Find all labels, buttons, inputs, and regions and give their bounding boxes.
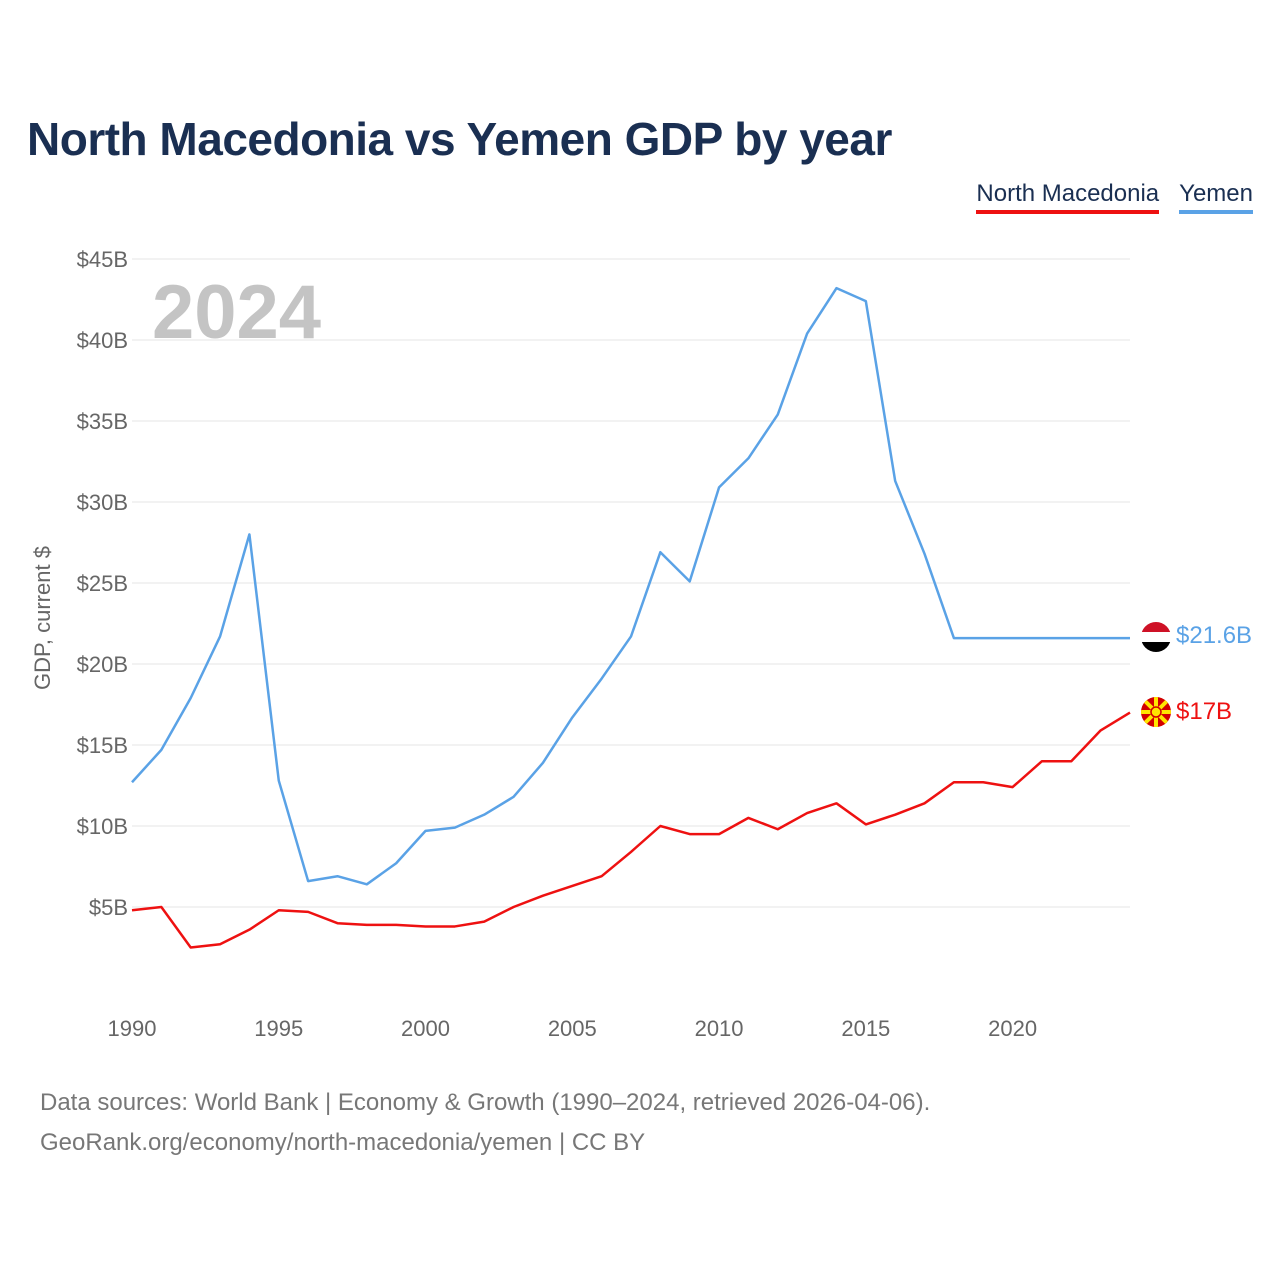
y-tick-label: $35B	[77, 409, 128, 434]
y-tick-label: $45B	[77, 247, 128, 272]
x-tick-label: 1990	[108, 1016, 157, 1041]
series-line-yemen	[131, 286, 1130, 886]
legend: North Macedonia Yemen	[976, 180, 1253, 214]
data-sources-text: Data sources: World Bank | Economy & Gro…	[40, 1089, 931, 1116]
grid-lines	[132, 258, 1130, 908]
y-tick-label: $25B	[77, 571, 128, 596]
x-tick-label: 2015	[841, 1016, 890, 1041]
legend-item-yemen[interactable]: Yemen	[1179, 180, 1253, 214]
y-tick-label: $15B	[77, 733, 128, 758]
x-tick-label: 2005	[548, 1016, 597, 1041]
x-tick-label: 1995	[254, 1016, 303, 1041]
source-link[interactable]: GeoRank.org/economy/north-macedonia/yeme…	[40, 1129, 646, 1156]
legend-item-north-macedonia[interactable]: North Macedonia	[976, 180, 1160, 214]
y-axis-ticks: $5B $10B $15B $20B $25B $30B $35B $40B $45B	[77, 247, 128, 920]
y-axis-label: GDP, current $	[30, 546, 55, 690]
end-label-yemen: $21.6B	[1176, 622, 1252, 649]
x-tick-label: 2000	[401, 1016, 450, 1041]
footer: Data sources: World Bank | Economy & Gro…	[40, 1083, 930, 1163]
chart-title: North Macedonia vs Yemen GDP by year	[27, 113, 892, 165]
yemen-flag-icon	[1141, 622, 1171, 652]
north-macedonia-flag-icon	[1141, 697, 1171, 727]
x-tick-label: 2020	[988, 1016, 1037, 1041]
y-tick-label: $20B	[77, 652, 128, 677]
series-line-north-macedonia	[131, 711, 1131, 949]
series-lines	[131, 286, 1131, 949]
end-label-north-macedonia: $17B	[1176, 698, 1232, 725]
year-watermark: 2024	[152, 270, 321, 355]
y-tick-label: $40B	[77, 328, 128, 353]
x-tick-label: 2010	[695, 1016, 744, 1041]
y-tick-label: $10B	[77, 814, 128, 839]
y-tick-label: $5B	[89, 895, 128, 920]
y-tick-label: $30B	[77, 490, 128, 515]
x-axis-ticks: 1990 1995 2000 2005 2010 2015 2020	[108, 1016, 1038, 1041]
